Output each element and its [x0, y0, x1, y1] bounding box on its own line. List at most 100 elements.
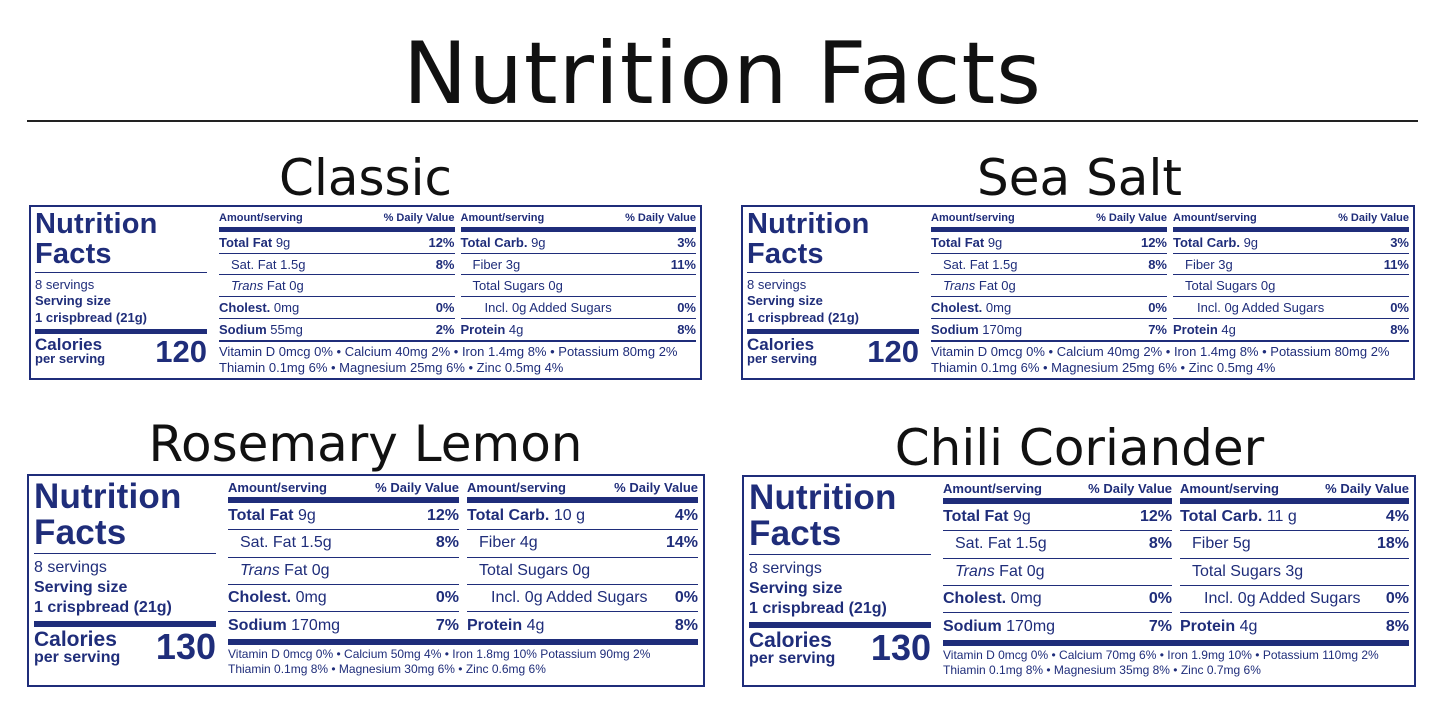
column-header: Amount/serving % Daily Value: [943, 480, 1172, 498]
nutrient-name: Total Fat: [228, 507, 294, 525]
nutrient-name: Fiber: [472, 256, 503, 272]
nutrient-amount: 4g: [526, 616, 545, 634]
nutrient-row-total-carb: Total Carb. 11 g 4%: [1180, 504, 1409, 532]
calories-per-serving: per serving: [747, 351, 818, 367]
calories-label: Calories: [749, 628, 832, 652]
calories-label: Calories: [747, 335, 815, 355]
nutrient-amount: Fat 0g: [999, 562, 1045, 580]
label-left-column: Nutrition Facts 8 servings Serving size …: [34, 479, 216, 682]
nutrient-row-protein: Protein 4g 8%: [461, 319, 697, 341]
amount-per-serving-header: Amount/serving: [467, 480, 566, 495]
daily-value-header: % Daily Value: [1325, 481, 1409, 496]
nutrient-dv: 7%: [1148, 617, 1172, 635]
nutrient-name: Trans: [231, 278, 264, 294]
label-left-column: Nutrition Facts 8 servings Serving size …: [35, 208, 207, 375]
vitamins-line-2: Thiamin 0.1mg 6% • Magnesium 25mg 6% • Z…: [219, 359, 564, 375]
variant-title-chili-coriander: Chili Coriander: [894, 419, 1265, 477]
nutrient-name: Total Sugars: [1192, 562, 1281, 580]
header-rule: [943, 498, 1172, 504]
nutrient-name: Protein: [1180, 617, 1236, 635]
amount-per-serving-header: Amount/serving: [219, 212, 303, 224]
nutrient-name: Sat. Fat: [955, 535, 1012, 553]
nutrient-row-total-carb: Total Carb. 10 g 4%: [467, 503, 698, 531]
vitamins-rule: [931, 340, 1409, 343]
calories-rule: [749, 622, 931, 629]
nutrient-dv: 0%: [1390, 299, 1409, 315]
nutrient-amount: 4g: [1239, 617, 1258, 635]
column-header: Amount/serving % Daily Value: [467, 479, 698, 497]
variant-title-classic: Classic: [279, 149, 452, 207]
heading-rule: [749, 554, 931, 556]
nutrient-name: Sodium: [228, 616, 287, 634]
nutrient-name: Sodium: [219, 322, 267, 338]
nutrient-name: Total Fat: [219, 234, 273, 250]
nutrient-name: Incl. 0g Added Sugars: [491, 589, 648, 607]
calories-per-serving: per serving: [34, 648, 121, 666]
nutrient-name: Total Fat: [943, 508, 1009, 526]
nutrient-name: Total Sugars: [1185, 278, 1258, 294]
vitamins-minerals: Vitamin D 0mcg 0% • Calcium 40mg 2% • Ir…: [931, 342, 1409, 375]
page-title: Nutrition Facts: [403, 24, 1042, 124]
vitamins-line-2: Thiamin 0.1mg 8% • Magnesium 35mg 8% • Z…: [943, 662, 1261, 677]
nutrient-dv: 12%: [426, 507, 459, 525]
nutrient-row-total-sugars: Total Sugars 0g: [460, 275, 696, 298]
label-heading-line1: Nutrition: [35, 208, 158, 240]
nutrient-amount: 170mg: [1006, 617, 1056, 635]
nutrient-name: Sat. Fat: [943, 256, 989, 272]
nutrient-name: Total Carb.: [460, 234, 528, 250]
nutrient-row-fiber: Fiber 3g 11%: [460, 254, 696, 276]
vitamins-minerals: Vitamin D 0mcg 0% • Calcium 40mg 2% • Ir…: [219, 342, 696, 375]
calories-label-block: Calories per serving: [35, 336, 105, 365]
nutrient-name: Fiber: [1192, 535, 1229, 553]
nutrient-amount: 0mg: [295, 589, 327, 607]
vitamins-rule: [219, 340, 696, 343]
nutrient-amount: 0g: [572, 561, 591, 579]
serving-size-value: 1 crispbread (21g): [34, 599, 172, 617]
calories-value: 120: [155, 333, 207, 369]
nutrient-amount: 5g: [1232, 535, 1251, 553]
nutrient-row-total-fat: Total Fat 9g 12%: [228, 503, 459, 531]
header-rule: [460, 227, 696, 232]
calories-rule: [747, 328, 919, 334]
amount-per-serving-header: Amount/serving: [1173, 212, 1257, 224]
nutrient-row-trans-fat: Trans Fat 0g: [228, 558, 459, 585]
nutrient-row-fiber: Fiber 3g 11%: [1173, 254, 1409, 276]
label-nutrient-area: Amount/serving % Daily Value Total Fat 9…: [219, 210, 696, 375]
column-header: Amount/serving % Daily Value: [461, 210, 697, 227]
label-heading: Nutrition Facts: [749, 480, 931, 551]
nutrient-column-left: Amount/serving % Daily Value Total Fat 9…: [228, 479, 459, 639]
nutrient-amount: 9g: [1012, 508, 1031, 526]
label-heading-line2: Facts: [747, 237, 824, 270]
nutrient-dv: 12%: [1140, 234, 1167, 250]
nutrient-amount: 170mg: [291, 616, 341, 634]
nutrient-amount: 3g: [1218, 256, 1233, 272]
amount-per-serving-header: Amount/serving: [1180, 481, 1279, 496]
servings-per-container: 8 servings: [747, 277, 807, 293]
nutrient-name: Total Sugars: [472, 278, 545, 294]
calories-row: Calories per serving 130: [34, 629, 216, 666]
column-header: Amount/serving % Daily Value: [219, 210, 455, 227]
label-nutrient-area: Amount/serving % Daily Value Total Fat 9…: [943, 480, 1409, 682]
nutrient-dv: 4%: [674, 507, 698, 525]
nutrient-amount: Fat 0g: [266, 278, 304, 294]
nutrient-name: Trans: [943, 278, 976, 294]
nutrient-dv: 4%: [1385, 508, 1409, 526]
vitamins-minerals: Vitamin D 0mcg 0% • Calcium 50mg 4% • Ir…: [228, 645, 698, 675]
nutrient-dv: 8%: [1385, 617, 1409, 635]
nutrient-row-total-sugars: Total Sugars 0g: [1173, 275, 1409, 298]
label-heading-line2: Facts: [749, 513, 842, 553]
nutrient-amount: 9g: [531, 234, 546, 250]
nutrient-row-trans-fat: Trans Fat 0g: [931, 275, 1167, 298]
nutrient-row-protein: Protein 4g 8%: [1180, 613, 1409, 640]
nutrient-dv: 8%: [435, 256, 455, 272]
nutrient-row-total-carb: Total Carb. 9g 3%: [1173, 232, 1409, 254]
nutrient-dv: 8%: [674, 616, 698, 634]
nutrition-label-rosemary-lemon: Nutrition Facts 8 servings Serving size …: [27, 474, 705, 687]
nutrient-name: Total Carb.: [1173, 234, 1240, 250]
nutrient-dv: 0%: [677, 299, 696, 315]
nutrient-name: Cholest.: [931, 299, 983, 315]
nutrient-row-trans-fat: Trans Fat 0g: [219, 275, 455, 298]
nutrient-amount: 0g: [1260, 278, 1276, 294]
nutrient-dv: 8%: [677, 322, 696, 338]
nutrient-name: Fiber: [1185, 256, 1215, 272]
